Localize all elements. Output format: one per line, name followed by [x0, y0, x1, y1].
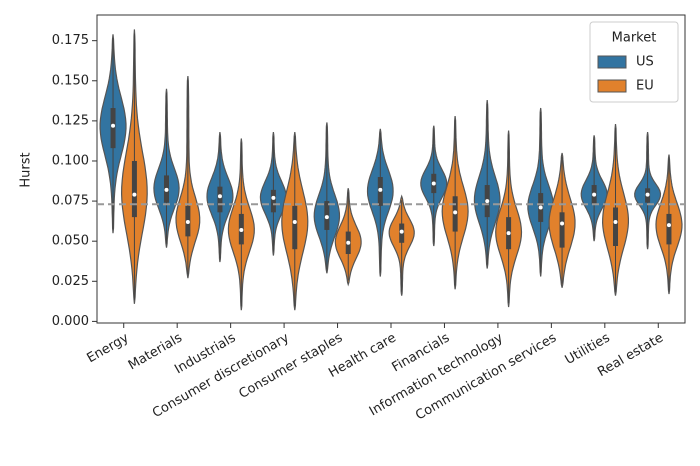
- violin-box: [666, 213, 672, 245]
- violin-median: [378, 187, 383, 192]
- violin-box: [292, 205, 298, 250]
- y-tick-label: 0.025: [52, 274, 89, 289]
- violin-median: [271, 195, 276, 200]
- violin-median: [485, 199, 490, 204]
- violin-median: [453, 210, 458, 215]
- y-tick-label: 0.100: [52, 153, 89, 168]
- violin-median: [506, 231, 511, 236]
- violin-median: [185, 219, 190, 224]
- violin-median: [132, 192, 137, 197]
- legend-title: Market: [612, 31, 657, 46]
- violin-median: [217, 194, 222, 199]
- legend-label: EU: [636, 79, 654, 94]
- violin-median: [592, 192, 597, 197]
- violin-median: [538, 205, 543, 210]
- violin-box: [270, 189, 276, 213]
- violin-median: [239, 227, 244, 232]
- violin-median: [292, 219, 297, 224]
- legend-swatch: [597, 79, 627, 93]
- violin-median: [346, 240, 351, 245]
- violin-box: [110, 108, 116, 149]
- x-tick-label: Energy: [85, 330, 132, 366]
- violin-median: [324, 215, 329, 220]
- violin-box: [217, 186, 223, 213]
- y-tick-label: 0.150: [52, 73, 89, 88]
- y-axis-label: Hurst: [19, 152, 34, 187]
- legend-label: US: [636, 55, 654, 70]
- legend-swatch: [597, 55, 627, 69]
- violin-median: [431, 181, 436, 186]
- violin-median: [560, 221, 565, 226]
- violin-median: [399, 229, 404, 234]
- violin-box: [559, 212, 565, 248]
- violin-median: [666, 223, 671, 228]
- y-tick-label: 0.175: [52, 33, 89, 48]
- y-tick-label: 0.050: [52, 234, 89, 249]
- y-tick-label: 0.125: [52, 113, 89, 128]
- y-tick-label: 0.075: [52, 194, 89, 209]
- y-tick-label: 0.000: [52, 314, 89, 329]
- violin-box: [131, 160, 137, 218]
- violin-median: [613, 219, 618, 224]
- violin-median: [111, 123, 116, 128]
- violin-median: [164, 187, 169, 192]
- violin-median: [645, 192, 650, 197]
- violin-box: [613, 207, 619, 246]
